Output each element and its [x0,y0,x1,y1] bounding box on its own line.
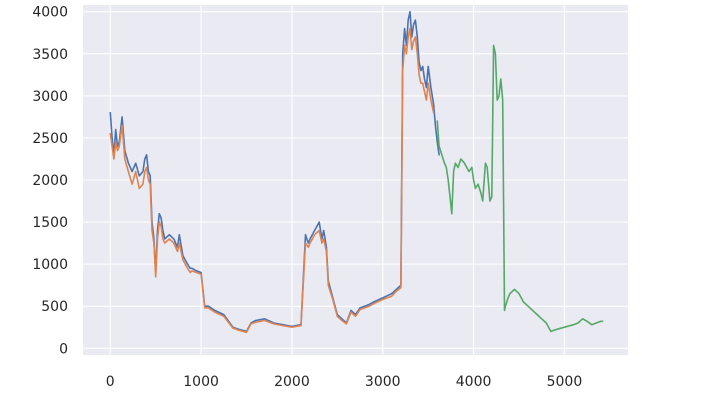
y-axis-ticks: 0 500 1000 1500 2000 2500 3000 3500 4000 [32,5,68,358]
x-tick-label: 4000 [456,374,492,390]
y-tick-label: 1000 [32,257,68,273]
y-tick-label: 1500 [32,215,68,231]
x-tick-label: 2000 [274,374,310,390]
y-tick-label: 2000 [32,173,68,189]
y-tick-label: 3500 [32,47,68,63]
y-tick-label: 500 [41,299,68,315]
y-tick-label: 4000 [32,5,68,21]
x-tick-label: 5000 [547,374,583,390]
y-tick-label: 3000 [32,89,68,105]
series-layer [109,10,604,334]
x-tick-label: 3000 [365,374,401,390]
y-tick-label: 0 [59,341,68,357]
x-tick-label: 1000 [183,374,219,390]
series-line-1 [109,10,440,333]
x-tick-label: 0 [106,374,115,390]
series-line-2 [109,27,435,334]
y-tick-label: 2500 [32,131,68,147]
series-line-3 [436,44,604,333]
x-axis-ticks: 0 1000 2000 3000 4000 5000 [106,374,582,390]
grid-lines [83,5,628,355]
